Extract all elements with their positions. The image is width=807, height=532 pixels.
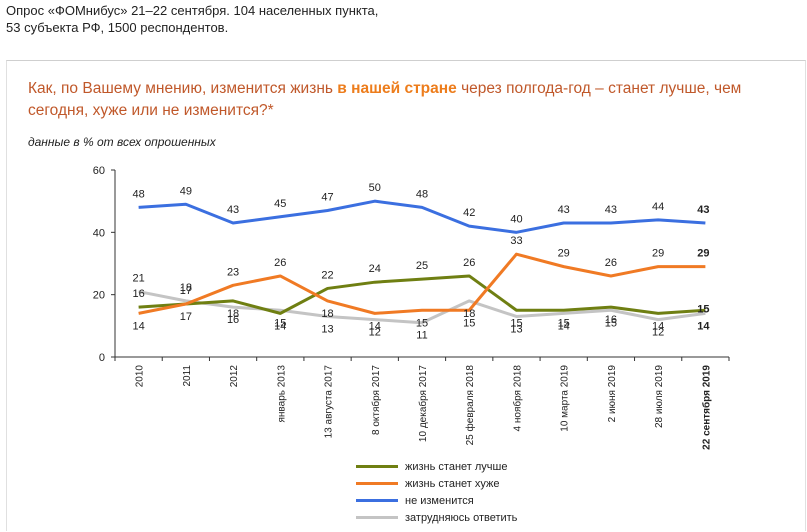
data-label-same: 42 [463, 207, 475, 219]
data-label-hard: 11 [416, 330, 427, 342]
chart-frame [6, 60, 806, 531]
data-label-worse: 18 [321, 308, 333, 320]
data-label-better: 22 [321, 269, 333, 281]
data-label-hard: 18 [180, 282, 192, 294]
data-label-same: 48 [132, 188, 144, 200]
survey-header-line2: 53 субъекта РФ, 1500 респондентов. [6, 20, 229, 35]
legend-label-hard: затрудняюсь ответить [405, 511, 518, 524]
x-tick-label: 10 марта 2019 [560, 365, 571, 432]
x-tick-label: 2011 [182, 365, 193, 387]
legend-swatch-worse [356, 482, 398, 485]
question-highlight: в нашей стране [337, 80, 457, 97]
data-label-hard: 12 [369, 327, 381, 339]
legend-label-worse: жизнь станет хуже [405, 477, 500, 490]
data-label-same: 45 [274, 198, 286, 210]
data-label-hard: 14 [697, 320, 710, 332]
survey-header: Опрос «ФОМнибус» 21–22 сентября. 104 нас… [6, 2, 378, 36]
data-label-better: 25 [416, 260, 428, 272]
survey-header-line1: Опрос «ФОМнибус» 21–22 сентября. 104 нас… [6, 3, 379, 18]
x-tick-label: 25 февраля 2018 [464, 365, 476, 446]
data-label-better: 17 [180, 311, 192, 323]
series-line-better [138, 274, 706, 315]
data-label-worse: 17 [180, 285, 192, 297]
question-part2: через полгода-год – станет лучше, чем се… [28, 80, 742, 119]
data-label-same: 43 [227, 204, 239, 216]
legend-item-same: не изменится [356, 492, 517, 509]
data-label-same: 48 [416, 188, 428, 200]
data-label-hard: 16 [227, 314, 239, 326]
x-tick-label: 8 октября 2017 [370, 365, 382, 435]
data-label-better: 14 [274, 320, 286, 332]
data-label-same: 44 [652, 201, 664, 213]
legend-swatch-better [356, 465, 398, 468]
y-tick-label: 20 [93, 290, 105, 302]
data-label-better: 15 [558, 317, 570, 329]
data-label-worse: 29 [697, 248, 709, 260]
x-tick-label: 22 сентября 2019 [700, 365, 712, 450]
x-tick-label: 13 августа 2017 [324, 365, 335, 439]
data-label-hard: 15 [605, 317, 617, 329]
data-label-same: 50 [369, 182, 381, 194]
data-label-better: 15 [510, 317, 522, 329]
chart-subtitle: данные в % от всех опрошенных [28, 135, 216, 149]
data-label-hard: 14 [558, 320, 570, 332]
legend-item-better: жизнь станет лучше [356, 458, 517, 475]
data-label-worse: 15 [463, 317, 475, 329]
x-tick-label: январь 2013 [276, 365, 287, 423]
chart-legend: жизнь станет лучше жизнь станет хуже не из… [356, 458, 517, 526]
series-line-same [138, 199, 706, 234]
data-label-hard: 13 [321, 323, 333, 335]
data-label-worse: 15 [416, 317, 428, 329]
data-label-better: 15 [697, 303, 709, 315]
data-label-hard: 18 [463, 308, 475, 320]
legend-item-worse: жизнь станет хуже [356, 475, 517, 492]
legend-swatch-same [356, 499, 398, 502]
data-label-better: 24 [369, 263, 381, 275]
data-label-same: 49 [180, 185, 192, 197]
data-label-same: 47 [321, 192, 333, 204]
data-label-better: 14 [652, 320, 664, 332]
data-label-better: 18 [227, 308, 239, 320]
data-label-hard: 12 [652, 327, 664, 339]
x-tick-label: 28 июля 2019 [654, 365, 665, 428]
x-tick-label: 10 декабря 2017 [417, 365, 429, 443]
data-label-better: 16 [605, 314, 617, 326]
data-label-worse: 14 [369, 320, 381, 332]
data-label-hard: 13 [510, 323, 522, 335]
data-label-worse: 23 [227, 266, 239, 278]
data-label-worse: 29 [652, 248, 664, 260]
data-label-same: 43 [697, 204, 709, 216]
x-tick-label: 4 ноября 2018 [511, 365, 523, 432]
question-part1: Как, по Вашему мнению, изменится жизнь [28, 80, 338, 97]
y-tick-label: 60 [93, 165, 105, 177]
data-label-better: 26 [463, 257, 475, 269]
x-tick-label: 2 июня 2019 [607, 365, 618, 423]
data-label-hard: 21 [132, 273, 144, 285]
chart-question: Как, по Вашему мнению, изменится жизнь в… [28, 78, 788, 122]
series-line-hard [138, 290, 706, 325]
data-label-same: 43 [558, 204, 570, 216]
y-tick-label: 0 [99, 352, 105, 364]
data-label-worse: 14 [132, 320, 144, 332]
data-label-worse: 26 [605, 257, 617, 269]
x-tick-label: 2012 [229, 365, 240, 388]
series-line-worse [138, 252, 706, 315]
data-label-worse: 33 [510, 235, 522, 247]
data-label-worse: 29 [558, 248, 570, 260]
x-tick-label: 2010 [135, 365, 146, 388]
data-label-hard: 15 [274, 317, 286, 329]
data-label-better: 16 [132, 288, 144, 300]
data-label-worse: 26 [274, 257, 286, 269]
legend-item-hard: затрудняюсь ответить [356, 509, 517, 526]
legend-label-same: не изменится [405, 494, 474, 507]
data-label-same: 40 [510, 213, 522, 225]
legend-label-better: жизнь станет лучше [405, 460, 508, 473]
y-tick-label: 40 [93, 227, 105, 239]
data-label-same: 43 [605, 204, 617, 216]
legend-swatch-hard [356, 516, 398, 519]
